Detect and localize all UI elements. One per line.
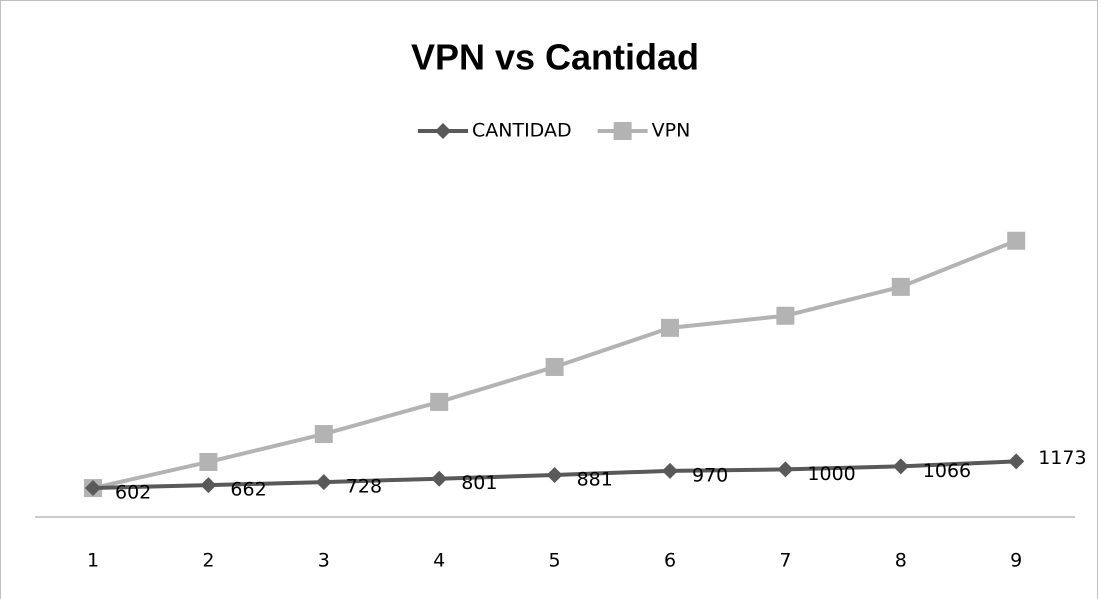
x-tick-label: 9 [1010, 550, 1022, 572]
diamond-marker [1008, 453, 1025, 470]
diamond-marker [662, 462, 678, 479]
x-tick-label: 2 [202, 550, 214, 572]
diamond-marker [85, 479, 101, 496]
square-marker [776, 306, 795, 325]
square-marker [199, 452, 218, 471]
diamond-marker [435, 123, 451, 139]
square-marker [661, 318, 679, 337]
data-label: 662 [230, 479, 266, 501]
diamond-marker [777, 461, 794, 478]
legend-label: CANTIDAD [472, 120, 572, 142]
x-tick-label: 8 [895, 550, 907, 572]
legend-label: VPN [652, 120, 691, 142]
data-label: 602 [115, 481, 151, 503]
data-label: 801 [461, 472, 497, 494]
x-tick-label: 4 [433, 550, 445, 572]
diamond-marker [431, 470, 448, 487]
x-tick-label: 6 [664, 550, 676, 572]
square-marker [613, 122, 632, 140]
data-label: 881 [577, 468, 613, 490]
data-label: 728 [346, 476, 382, 498]
diamond-marker [892, 458, 909, 475]
data-label: 1000 [807, 463, 855, 485]
square-marker [545, 357, 564, 376]
data-label: 970 [692, 464, 728, 486]
x-tick-label: 5 [549, 550, 561, 572]
data-label: 1173 [1038, 447, 1086, 469]
diamond-marker [200, 477, 217, 494]
square-marker [430, 392, 449, 411]
square-marker [891, 277, 910, 296]
square-marker [1007, 231, 1026, 250]
data-label: 1066 [923, 460, 971, 482]
x-tick-label: 7 [779, 550, 791, 572]
square-marker [314, 425, 333, 444]
chart-title: VPN vs Cantidad [411, 37, 699, 78]
x-tick-label: 3 [318, 550, 330, 572]
diamond-marker [546, 466, 563, 483]
x-tick-label: 1 [87, 550, 99, 572]
diamond-marker [315, 474, 332, 491]
